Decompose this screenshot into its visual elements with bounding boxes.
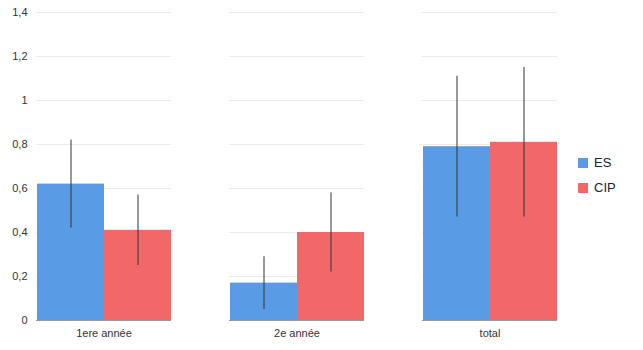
html-text:CIP: CIP <box>594 180 616 195</box>
svg-text:1: 1 <box>21 94 27 106</box>
svg-text:0,4: 0,4 <box>12 226 27 238</box>
svg-text:0,2: 0,2 <box>12 270 27 282</box>
html-text:ES: ES <box>594 155 612 170</box>
svg-text:1,4: 1,4 <box>12 6 27 18</box>
svg-text:1ere année: 1ere année <box>76 327 132 339</box>
svg-text:total: total <box>480 327 501 339</box>
svg-text:0,8: 0,8 <box>12 138 27 150</box>
svg-text:0: 0 <box>21 314 27 326</box>
svg-text:1,2: 1,2 <box>12 50 27 62</box>
svg-text:2e année: 2e année <box>274 327 320 339</box>
svg-text:0,6: 0,6 <box>12 182 27 194</box>
